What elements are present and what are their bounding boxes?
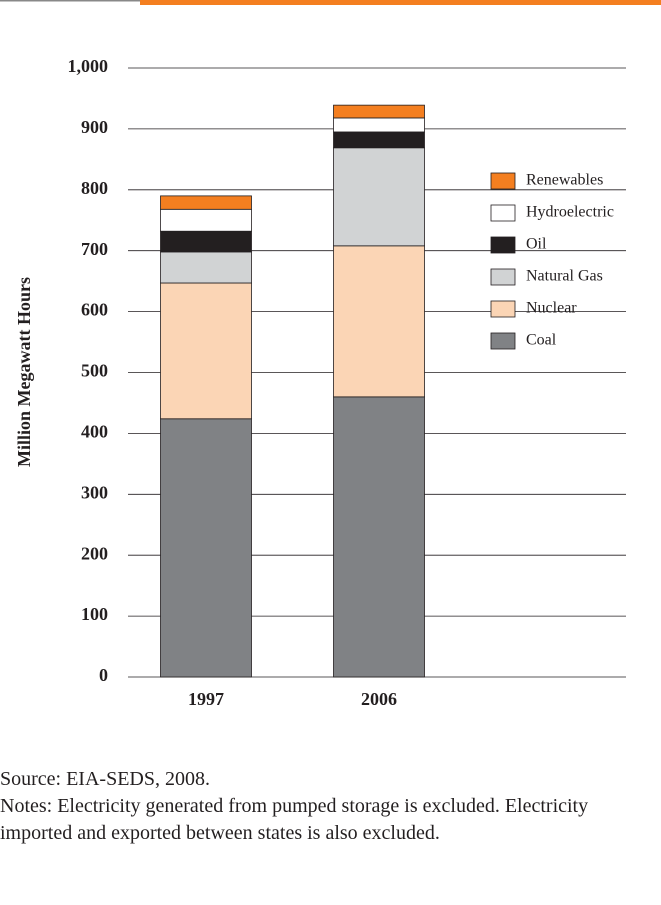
legend-label: Hydroelectric xyxy=(526,204,614,221)
legend-label: Natural Gas xyxy=(526,268,603,285)
y-tick-label: 900 xyxy=(81,117,108,137)
bar-segment xyxy=(160,195,252,210)
y-tick-label: 100 xyxy=(81,604,108,624)
y-tick-label: 0 xyxy=(99,665,108,685)
legend-swatch xyxy=(490,172,516,190)
bar-segment xyxy=(160,418,252,678)
legend-swatch xyxy=(490,332,516,350)
y-tick-label: 400 xyxy=(81,422,108,442)
bar-segment xyxy=(160,251,252,284)
notes: Source: EIA-SEDS, 2008. Notes: Electrici… xyxy=(0,766,640,847)
notes-text: Notes: Electricity generated from pumped… xyxy=(0,795,589,844)
bar-segment xyxy=(333,147,425,247)
bar-segment xyxy=(160,230,252,253)
chart: Million Megawatt Hours 0 100 200 300 400 500 6… xyxy=(0,0,661,709)
y-tick-label: 700 xyxy=(81,239,108,259)
legend-swatch xyxy=(490,204,516,222)
bar-segment xyxy=(333,131,425,149)
y-tick-label: 500 xyxy=(81,361,108,381)
bar-segment xyxy=(160,282,252,420)
source-note: Source: EIA-SEDS, 2008. xyxy=(0,768,210,790)
bar-segment xyxy=(333,117,425,133)
legend-label: Oil xyxy=(526,236,547,253)
x-tick-label: 1997 xyxy=(188,689,224,709)
y-tick-label: 200 xyxy=(81,543,108,563)
bar-segment xyxy=(160,208,252,232)
bar-segment xyxy=(333,245,425,398)
bar-segment xyxy=(333,396,425,678)
legend-swatch xyxy=(490,236,516,254)
y-tick-label: 800 xyxy=(81,178,108,198)
top-band xyxy=(140,0,661,5)
y-tick-label: 600 xyxy=(81,300,108,320)
bar-segment xyxy=(333,104,425,119)
legend-swatch xyxy=(490,268,516,286)
legend-label: Renewables xyxy=(526,172,603,189)
y-tick-label: 300 xyxy=(81,482,108,502)
y-tick-label: 1,000 xyxy=(68,56,109,76)
top-rule xyxy=(0,0,140,2)
legend-swatch xyxy=(490,300,516,318)
x-tick-label: 2006 xyxy=(361,689,397,709)
y-axis-label: Million Megawatt Hours xyxy=(14,277,34,467)
legend-label: Coal xyxy=(526,332,557,349)
legend-label: Nuclear xyxy=(526,300,577,317)
